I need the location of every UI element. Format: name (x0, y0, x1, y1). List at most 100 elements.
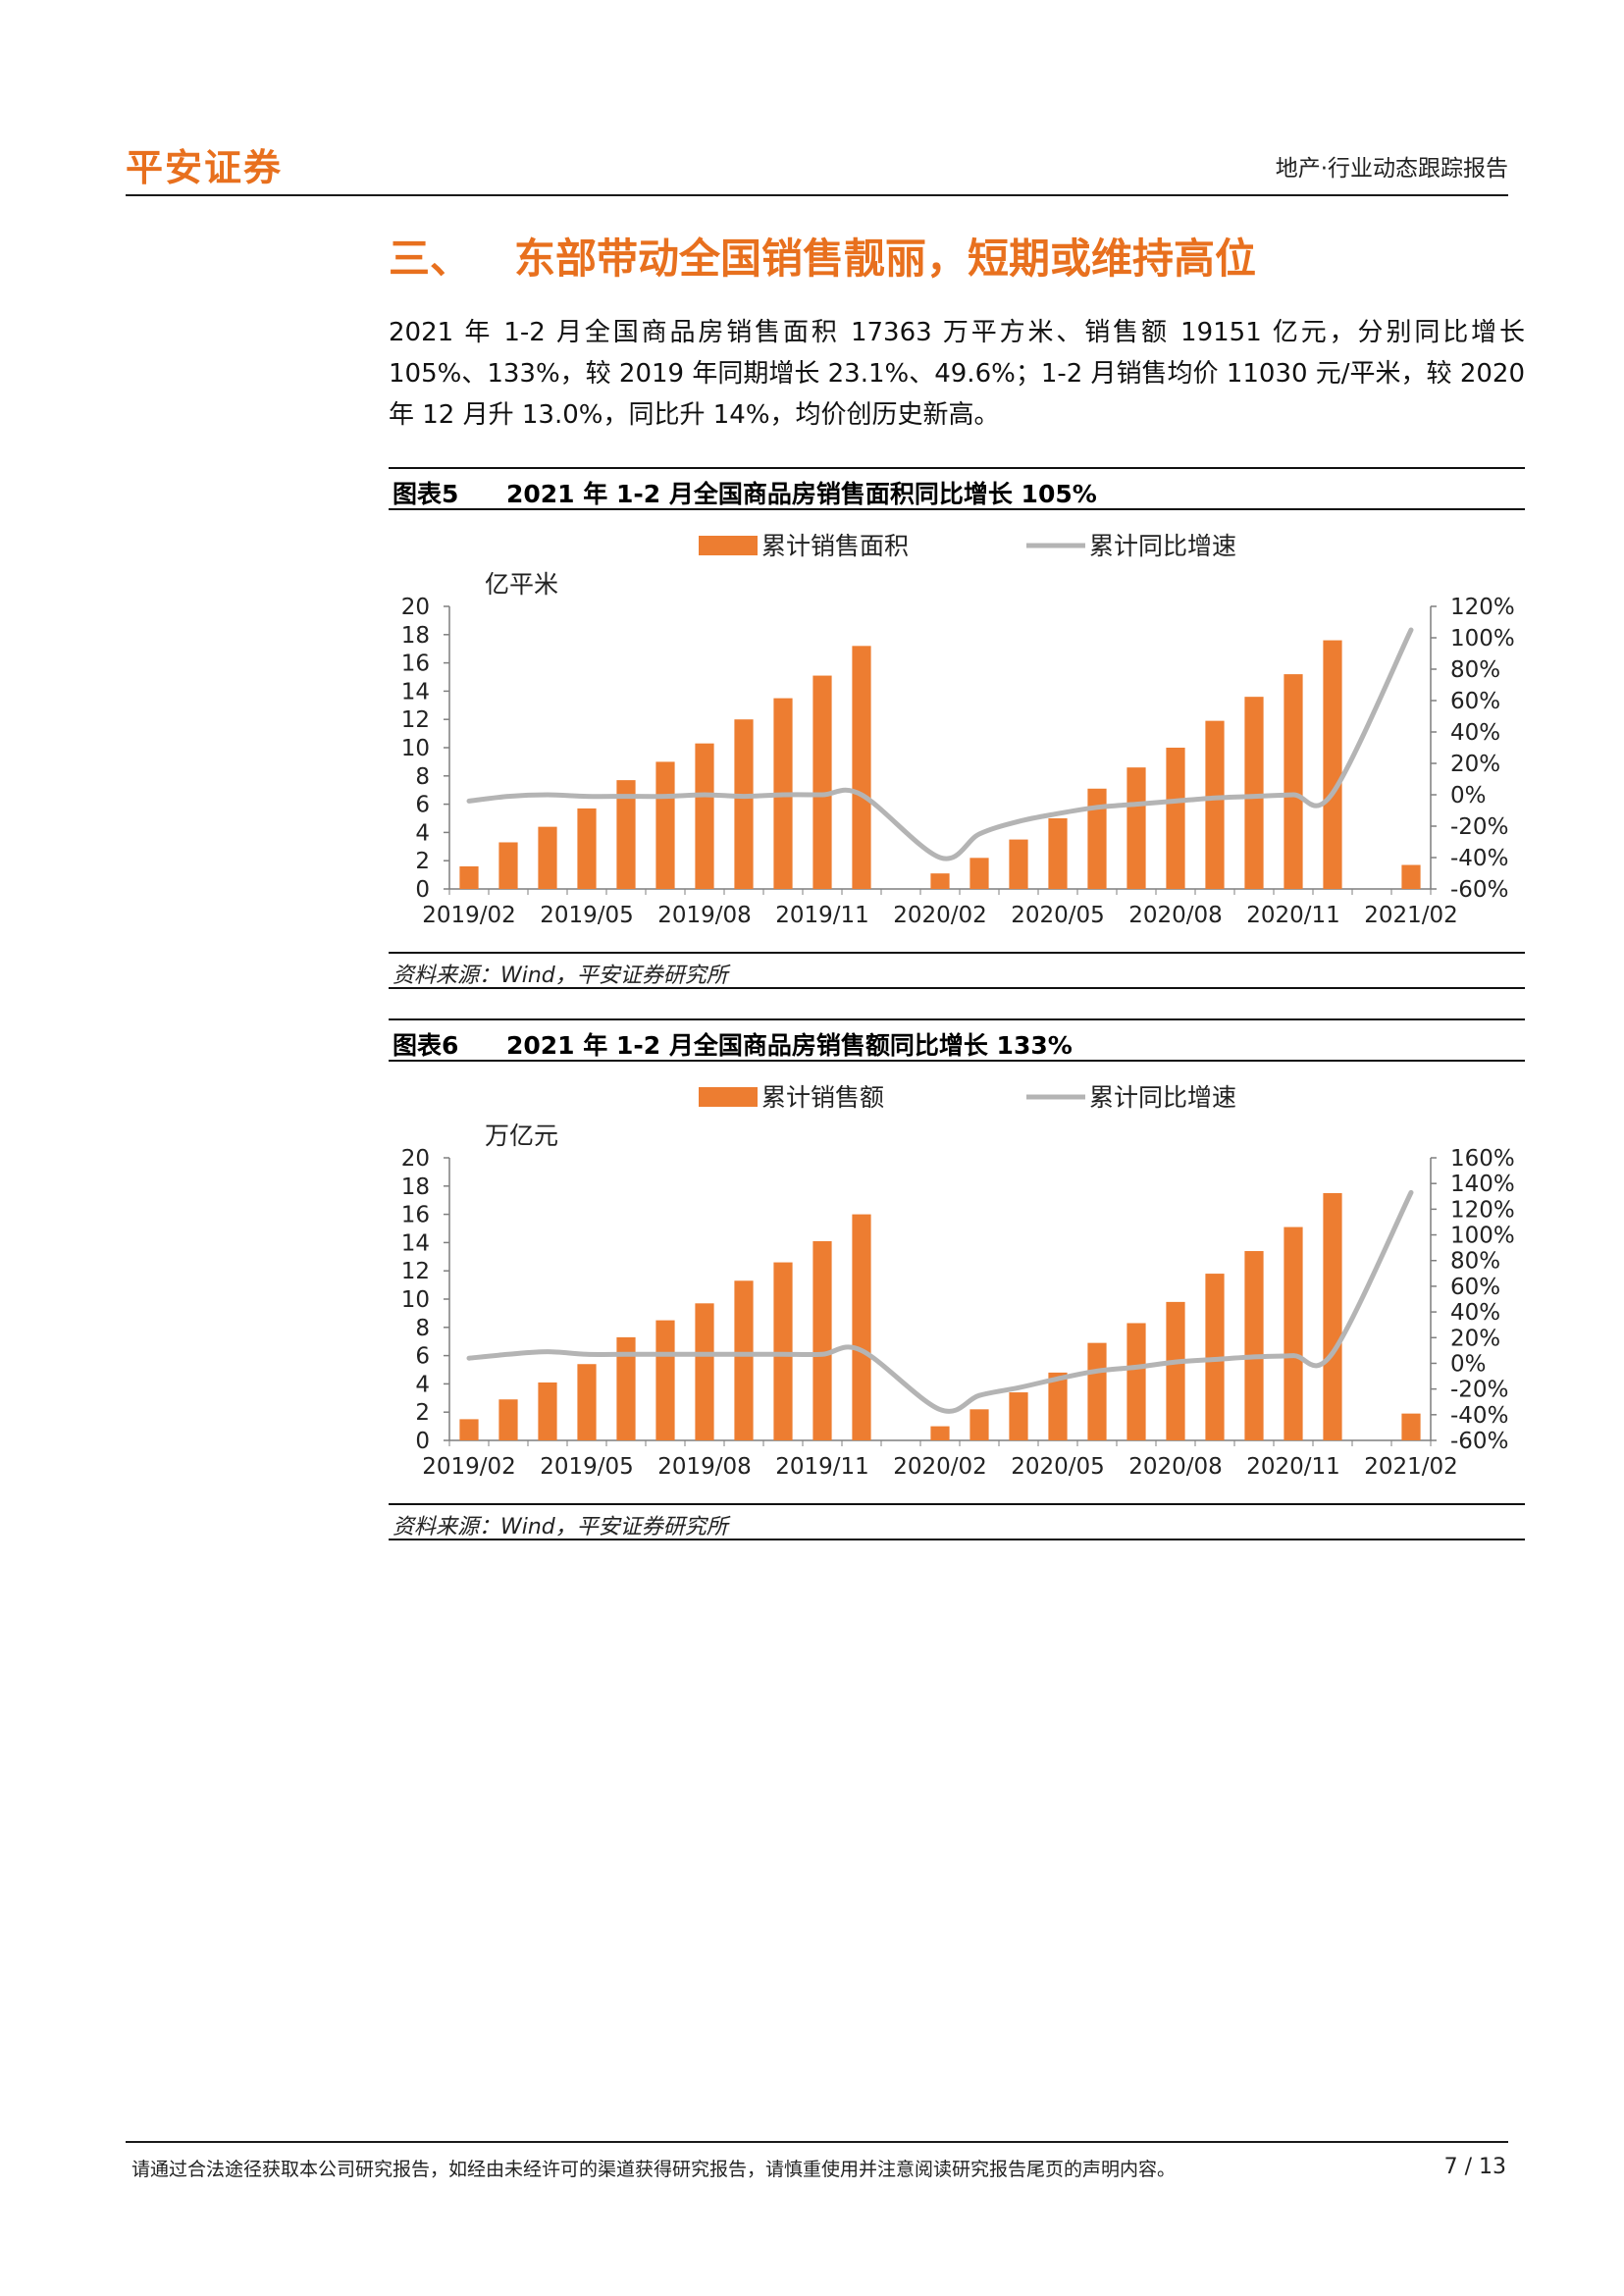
page-number: 7 / 13 (1443, 2155, 1506, 2179)
left-tick-label: 6 (415, 793, 430, 818)
left-tick-label: 16 (401, 652, 430, 677)
bar-2020/12 (1323, 640, 1342, 889)
bar-2019/03 (498, 842, 518, 889)
bar-2020/11 (1283, 674, 1303, 889)
right-tick-label: 0% (1450, 1351, 1487, 1377)
figure-5-chart: 0 2 4 6 8 10 12 14 16 18 20 -60% -40% -20% 0% 20% 40% 60%… (389, 520, 1525, 946)
legend-line-label: 累计同比增速 (1089, 1083, 1236, 1112)
bar-2020/05 (1048, 818, 1068, 889)
left-tick-label: 2 (415, 1400, 430, 1426)
right-tick-label: 120% (1450, 1197, 1515, 1223)
left-axis-unit: 万亿元 (485, 1122, 558, 1150)
bar-2020/10 (1244, 697, 1264, 889)
right-tick-label: 120% (1450, 595, 1515, 620)
report-type: 地产·行业动态跟踪报告 (1275, 156, 1508, 182)
bar-2019/09 (734, 719, 754, 889)
bar-2019/07 (655, 761, 675, 889)
right-tick-label: 100% (1450, 1224, 1515, 1249)
figure-6-source: 资料来源：Wind，平安证券研究所 (389, 1503, 1525, 1540)
right-tick-label: 40% (1450, 1300, 1500, 1326)
bar-2019/11 (812, 1240, 832, 1440)
figure-5-source: 资料来源：Wind，平安证券研究所 (389, 952, 1525, 989)
right-tick-label: 160% (1450, 1146, 1515, 1172)
header-divider (126, 194, 1508, 196)
figure-6-header: 图表6 2021 年 1-2 月全国商品房销售额同比增长 133% (389, 1018, 1525, 1062)
right-tick-label: -60% (1450, 1429, 1508, 1454)
body-paragraph: 2021 年 1-2 月全国商品房销售面积 17363 万平方米、销售额 191… (389, 318, 1525, 430)
figure-5-header: 图表5 2021 年 1-2 月全国商品房销售面积同比增长 105% (389, 467, 1525, 510)
left-tick-label: 14 (401, 1230, 430, 1256)
bar-2019/05 (577, 1364, 597, 1440)
left-tick-label: 10 (401, 736, 430, 761)
bar-2020/03 (969, 858, 989, 889)
bar-2019/03 (498, 1399, 518, 1440)
right-tick-label: 20% (1450, 1326, 1500, 1351)
right-tick-label: 100% (1450, 626, 1515, 652)
right-tick-label: 140% (1450, 1172, 1515, 1197)
bar-2019/02 (459, 865, 479, 889)
bar-2020/07 (1126, 1323, 1146, 1440)
right-tick-label: 60% (1450, 689, 1500, 714)
bar-2021/02 (1401, 1413, 1421, 1440)
x-tick-label: 2019/02 (422, 1454, 516, 1480)
amount-sales-chart: 02468101214161820-60%-40%-20%0%20%40%60%… (401, 1083, 1515, 1480)
x-tick-label: 2020/05 (1011, 903, 1105, 928)
bar-2021/02 (1401, 864, 1421, 889)
x-tick-label: 2019/05 (540, 1454, 634, 1480)
bar-2020/09 (1205, 720, 1225, 889)
bar-2019/04 (538, 1382, 557, 1440)
bar-2020/06 (1087, 788, 1107, 889)
left-tick-label: 4 (415, 820, 430, 846)
figure-6-title: 2021 年 1-2 月全国商品房销售额同比增长 133% (506, 1031, 1073, 1060)
bar-2020/08 (1166, 748, 1185, 889)
bar-2020/04 (1009, 1392, 1028, 1440)
left-tick-label: 20 (401, 1146, 430, 1172)
right-tick-label: 40% (1450, 720, 1500, 746)
x-tick-label: 2019/05 (540, 903, 634, 928)
bar-2020/12 (1323, 1193, 1342, 1440)
bar-2020/06 (1087, 1342, 1107, 1440)
x-tick-label: 2019/08 (657, 1454, 752, 1480)
right-tick-label: -40% (1450, 1403, 1508, 1429)
left-tick-label: 14 (401, 679, 430, 704)
x-tick-label: 2020/11 (1246, 903, 1340, 928)
bar-2019/06 (616, 1336, 636, 1440)
left-tick-label: 20 (401, 595, 430, 620)
left-tick-label: 0 (415, 877, 430, 903)
figure-6-label: 图表6 (393, 1031, 459, 1060)
bar-2020/07 (1126, 767, 1146, 889)
left-tick-label: 18 (401, 1174, 430, 1200)
bar-2020/04 (1009, 839, 1028, 889)
left-tick-label: 2 (415, 849, 430, 874)
bar-2019/07 (655, 1320, 675, 1440)
figure-5-title: 2021 年 1-2 月全国商品房销售面积同比增长 105% (506, 480, 1097, 508)
bar-2020/11 (1283, 1226, 1303, 1440)
bar-2020/03 (969, 1409, 989, 1440)
growth-rate-line (466, 627, 1414, 861)
section-heading: 东部带动全国销售靓丽，短期或维持高位 (514, 235, 1257, 283)
left-tick-label: 10 (401, 1287, 430, 1313)
left-tick-label: 6 (415, 1344, 430, 1370)
bar-2019/11 (812, 675, 832, 889)
right-tick-label: -40% (1450, 846, 1508, 871)
left-tick-label: 12 (401, 707, 430, 733)
right-tick-label: -60% (1450, 877, 1508, 903)
bar-2019/04 (538, 826, 557, 889)
footer-disclaimer: 请通过合法途径获取本公司研究报告，如经由未经许可的渠道获得研究报告，请慎重使用并… (131, 2159, 1177, 2180)
x-tick-label: 2021/02 (1364, 903, 1458, 928)
left-axis-unit: 亿平米 (485, 570, 558, 599)
bar-2020/05 (1048, 1372, 1068, 1440)
bar-2019/12 (852, 1214, 871, 1440)
left-tick-label: 16 (401, 1203, 430, 1228)
section-number: 三、 (389, 235, 472, 283)
bar-2019/08 (695, 1303, 714, 1440)
section-title: 三、 东部带动全国销售靓丽，短期或维持高位 (389, 226, 1256, 286)
left-tick-label: 12 (401, 1259, 430, 1284)
x-tick-label: 2019/02 (422, 903, 516, 928)
right-tick-label: 80% (1450, 657, 1500, 683)
left-tick-label: 4 (415, 1372, 430, 1397)
figure-5-source-text: 资料来源：Wind，平安证券研究所 (393, 964, 728, 988)
bar-2020/08 (1166, 1301, 1185, 1440)
right-tick-label: 80% (1450, 1249, 1500, 1275)
